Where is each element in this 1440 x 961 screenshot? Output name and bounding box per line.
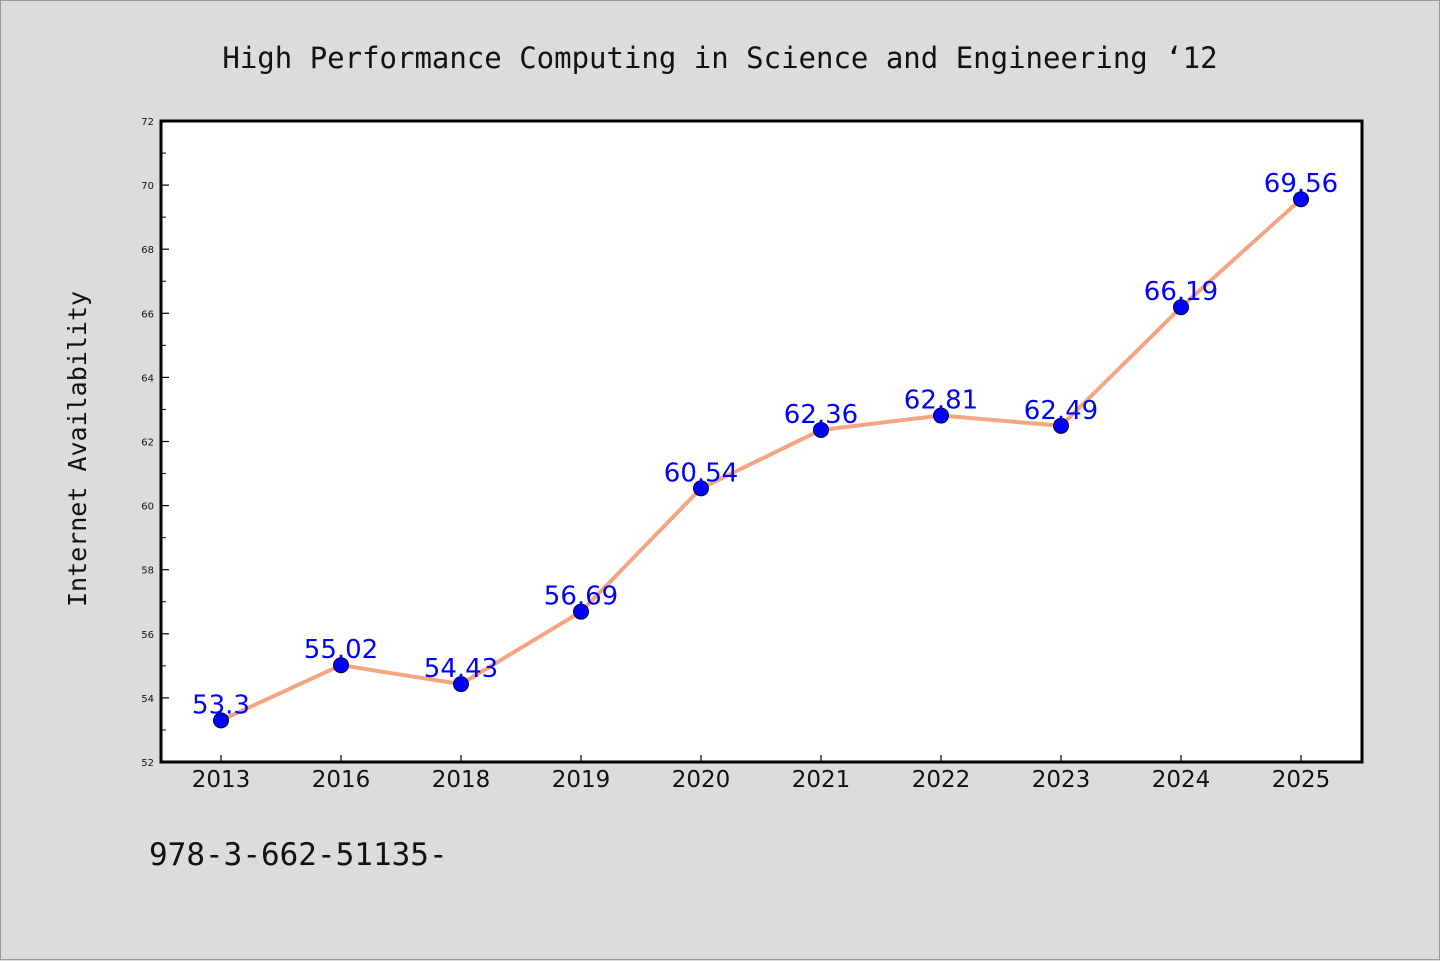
y-tick-label: 58 bbox=[141, 566, 154, 577]
x-tick-label: 2016 bbox=[312, 767, 371, 793]
data-label: 60.54 bbox=[664, 458, 738, 488]
y-tick-label: 56 bbox=[141, 630, 154, 641]
data-label: 62.81 bbox=[904, 386, 978, 416]
chart-title: High Performance Computing in Science an… bbox=[222, 41, 1217, 75]
data-label: 54.43 bbox=[424, 654, 498, 684]
y-tick-label: 70 bbox=[141, 181, 154, 192]
data-markers bbox=[213, 191, 1309, 729]
data-label: 56.69 bbox=[544, 582, 618, 612]
data-point bbox=[333, 657, 349, 674]
x-tick-label: 2021 bbox=[792, 767, 851, 793]
footer-text: 978-3-662-51135- bbox=[149, 837, 448, 873]
data-label: 53.3 bbox=[192, 690, 250, 720]
y-tick-label: 72 bbox=[141, 117, 154, 128]
data-label: 66.19 bbox=[1144, 277, 1218, 307]
x-tick-label: 2013 bbox=[192, 767, 251, 793]
y-tick-label: 68 bbox=[141, 245, 154, 256]
data-point bbox=[933, 407, 949, 424]
y-tick-label: 60 bbox=[141, 502, 154, 513]
x-tick-label: 2025 bbox=[1272, 767, 1331, 793]
y-tick-label: 52 bbox=[141, 758, 154, 769]
x-axis: 2013 2016 2018 2019 2020 2021 2022 2023 2024 2025 bbox=[192, 755, 1331, 793]
x-tick-label: 2022 bbox=[912, 767, 971, 793]
x-tick-label: 2023 bbox=[1032, 767, 1091, 793]
data-point bbox=[813, 421, 829, 438]
data-label: 55.02 bbox=[304, 635, 378, 665]
data-point bbox=[213, 712, 229, 729]
series-line bbox=[220, 197, 1303, 723]
data-point bbox=[693, 480, 709, 497]
data-point bbox=[1173, 299, 1189, 316]
x-tick-label: 2020 bbox=[672, 767, 731, 793]
x-tick-label: 2019 bbox=[552, 767, 611, 793]
data-point bbox=[1053, 417, 1069, 434]
y-tick-label: 54 bbox=[141, 694, 154, 705]
y-axis-label: Internet Availability bbox=[63, 291, 92, 607]
x-tick-label: 2018 bbox=[432, 767, 491, 793]
data-label: 62.36 bbox=[784, 400, 858, 430]
y-axis: 52 54 56 58 60 62 64 66 68 70 72 bbox=[141, 117, 169, 769]
y-tick-label: 66 bbox=[141, 309, 154, 320]
data-label: 62.49 bbox=[1024, 396, 1098, 426]
y-tick-label: 62 bbox=[141, 438, 154, 449]
data-point bbox=[453, 676, 469, 693]
y-tick-label: 64 bbox=[141, 373, 154, 384]
data-point bbox=[573, 603, 589, 620]
data-labels: 53.3 55.02 54.43 56.69 60.54 62.36 62.81 62.49 6… bbox=[192, 169, 1338, 720]
data-point bbox=[1293, 191, 1309, 208]
plot-area bbox=[159, 119, 1364, 764]
x-tick-label: 2024 bbox=[1152, 767, 1211, 793]
data-label: 69.56 bbox=[1264, 169, 1338, 199]
